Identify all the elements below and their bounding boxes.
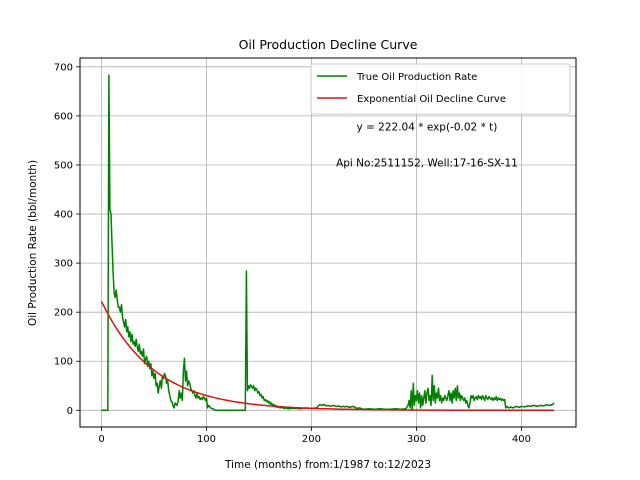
series-layer (100, 74, 555, 412)
y-tick-label: 500 (54, 160, 73, 171)
x-tick-label: 0 (98, 434, 104, 445)
x-tick-label: 400 (512, 434, 531, 445)
legend-box (310, 63, 571, 115)
y-tick-label: 200 (54, 308, 73, 319)
y-tick-label: 700 (54, 62, 73, 73)
axis-ticks: 0 100 200 300 400 0 100 200 300 400 500 600 700 (54, 62, 531, 445)
x-tick-label: 100 (197, 434, 216, 445)
y-tick-label: 600 (54, 111, 73, 122)
legend-label-exponential: Exponential Oil Decline Curve (357, 94, 506, 105)
chart-title: Oil Production Decline Curve (239, 37, 418, 52)
y-tick-label: 400 (54, 210, 73, 221)
x-tick-label: 200 (302, 434, 321, 445)
series-line-exponential (100, 301, 554, 412)
x-tick-label: 300 (407, 434, 426, 445)
y-tick-label: 0 (67, 406, 73, 417)
y-tick-label: 100 (54, 357, 73, 368)
annotation-1: Api No:2511152, Well:17-16-SX-11 (336, 157, 518, 169)
x-axis-label: Time (months) from:1/1987 to:12/2023 (224, 459, 431, 471)
annotations: y = 222.04 * exp(-0.02 * t) Api No:251115… (336, 122, 518, 170)
legend: True Oil Production Rate Exponential Oil… (310, 63, 571, 115)
plot-area-frame (79, 57, 577, 428)
y-tick-label: 300 (54, 259, 73, 270)
y-axis-label: Oil Production Rate (bbl/month) (27, 160, 39, 326)
legend-label-true-rate: True Oil Production Rate (356, 72, 477, 83)
annotation-0: y = 222.04 * exp(-0.02 * t) (356, 122, 497, 134)
series-line-true-rate (101, 74, 555, 412)
